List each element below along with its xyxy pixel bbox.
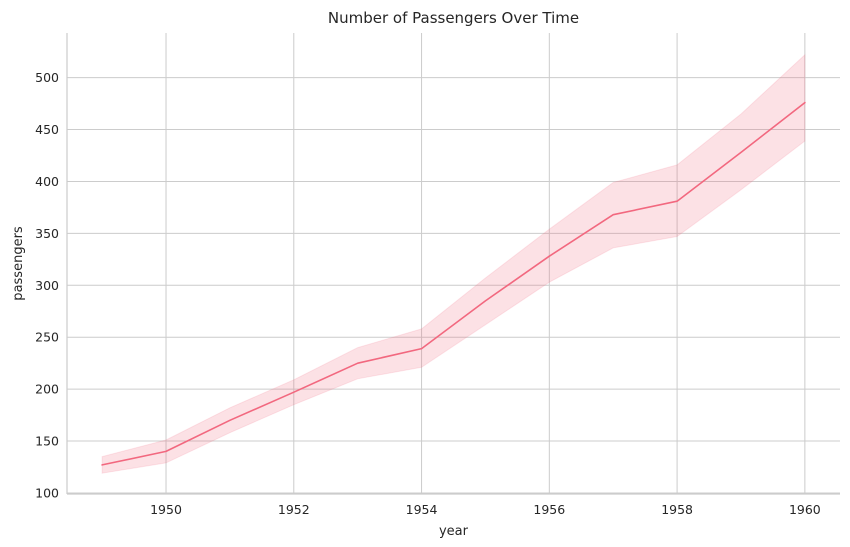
- x-tick-label: 1950: [150, 502, 182, 517]
- axes-frame: [66, 33, 840, 495]
- y-tick-label: 400: [35, 174, 59, 189]
- confidence-band: [101, 53, 806, 474]
- y-tick-label: 250: [35, 330, 59, 345]
- x-axis-label: year: [439, 524, 469, 539]
- tick-labels: 1950 1952 1954 1956 1958 1960 100 150 200 250 300 3…: [35, 70, 821, 517]
- x-tick-label: 1954: [406, 502, 438, 517]
- y-axis-label: passengers: [11, 226, 26, 301]
- x-tick-label: 1956: [533, 502, 565, 517]
- grid-lines: [67, 33, 840, 494]
- x-tick-label: 1958: [661, 502, 693, 517]
- y-tick-label: 350: [35, 226, 59, 241]
- x-tick-label: 1952: [278, 502, 310, 517]
- x-tick-label: 1960: [789, 502, 821, 517]
- series-line: [101, 101, 806, 466]
- y-tick-label: 100: [35, 485, 59, 500]
- y-tick-label: 500: [35, 70, 59, 85]
- series-line-layer: [101, 101, 806, 466]
- confidence-band-layer: [101, 53, 806, 474]
- y-tick-label: 150: [35, 434, 59, 449]
- y-tick-label: 300: [35, 278, 59, 293]
- chart-title: Number of Passengers Over Time: [328, 9, 579, 27]
- y-tick-label: 200: [35, 382, 59, 397]
- y-tick-label: 450: [35, 122, 59, 137]
